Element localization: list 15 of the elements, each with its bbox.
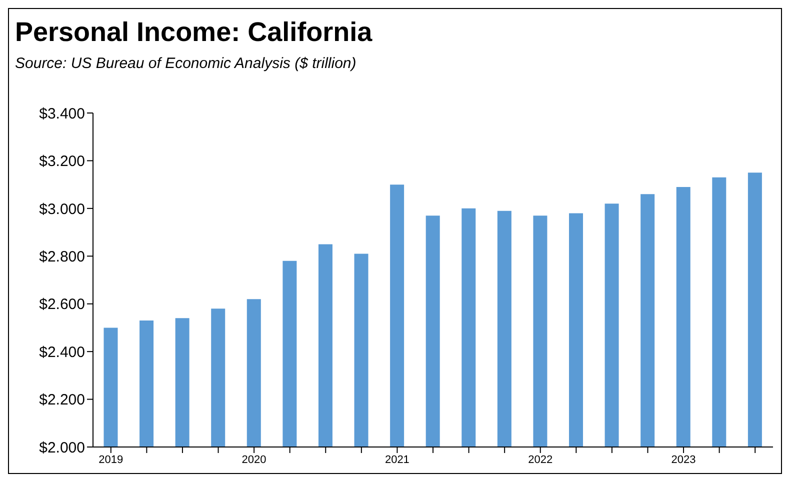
y-tick-label: $3.400 xyxy=(39,105,85,122)
y-tick-label: $3.000 xyxy=(39,200,85,218)
y-tick-label: $2.000 xyxy=(39,439,85,456)
y-tick-label: $2.200 xyxy=(39,392,85,409)
x-tick-label: 2023 xyxy=(671,454,696,466)
y-tick-label: $3.200 xyxy=(39,153,85,170)
x-tick-label: 2020 xyxy=(242,454,266,466)
y-tick-label: $2.400 xyxy=(39,344,85,361)
y-tick-label: $2.600 xyxy=(39,296,85,314)
x-tick-label: 2022 xyxy=(528,454,553,466)
chart-title: Personal Income: California xyxy=(15,17,372,48)
chart-subtitle: Source: US Bureau of Economic Analysis ($ trillion) xyxy=(15,55,356,72)
y-tick-label: $2.800 xyxy=(39,248,85,266)
x-tick-label: 2019 xyxy=(98,454,124,466)
x-tick-label: 2021 xyxy=(384,454,410,466)
